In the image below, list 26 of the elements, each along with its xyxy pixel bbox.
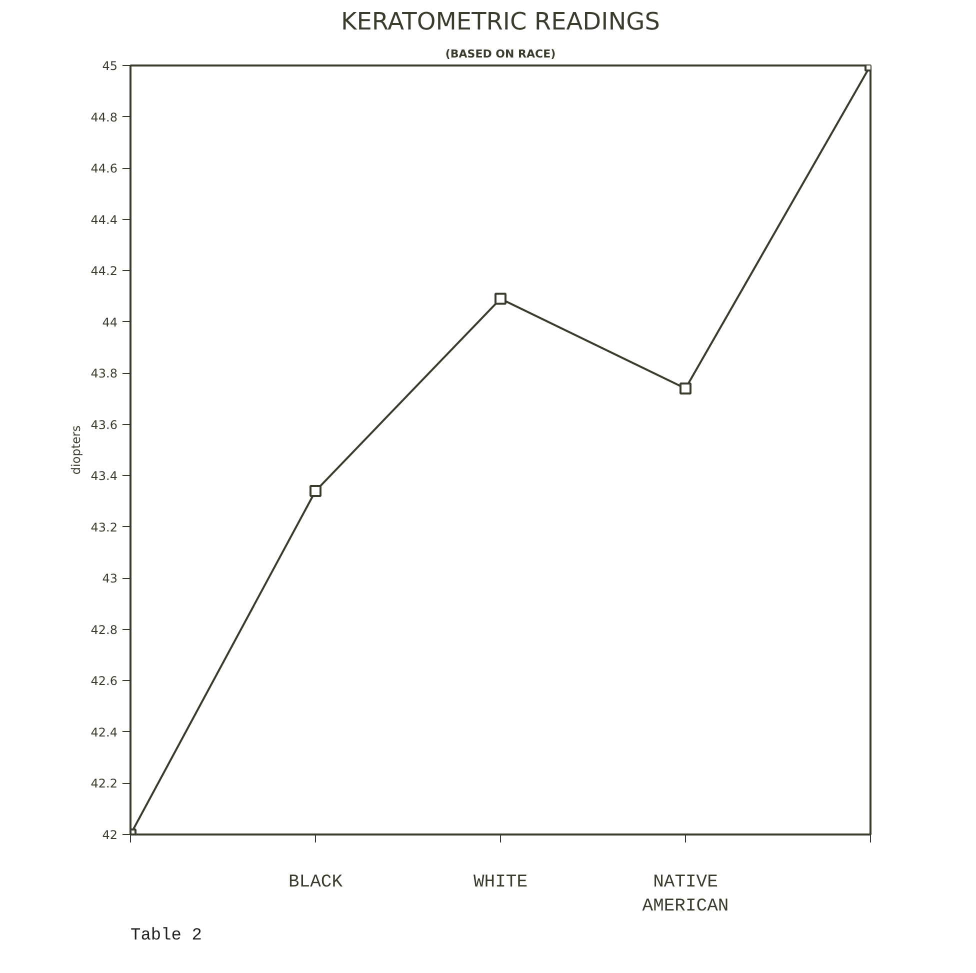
y-tick-label: 43.8	[90, 366, 118, 381]
chart-title: KERATOMETRIC READINGS	[341, 8, 660, 36]
y-tick-label: 44.6	[90, 162, 118, 176]
chart-subtitle: (BASED ON RACE)	[445, 48, 556, 60]
y-tick-label: 44	[102, 315, 118, 330]
y-tick-label: 43.6	[90, 418, 118, 432]
y-tick-label: 42.2	[90, 776, 118, 791]
y-axis-title: diopters	[68, 425, 83, 475]
x-tick-label: BLACK	[288, 872, 343, 892]
point	[494, 292, 506, 305]
y-tick-label: 43.2	[90, 520, 118, 534]
point	[680, 382, 692, 394]
x-tick-label: NATIVE AMERICAN	[642, 872, 729, 916]
y-tick-label: 43	[102, 572, 118, 586]
x-tick-label: WHITE	[473, 872, 528, 892]
y-tick-label: 42.4	[90, 725, 118, 740]
y-tick-label: 45	[102, 59, 118, 73]
y-tick-label: 44.8	[90, 110, 118, 124]
y-tick-label: 44.2	[90, 264, 118, 278]
y-tick-label: 42	[102, 828, 118, 842]
y-tick-label: 42.8	[90, 622, 118, 637]
y-tick-label: 44.4	[90, 212, 118, 227]
point	[310, 485, 322, 498]
y-tick-label: 42.6	[90, 674, 118, 688]
y-tick-label: 43.4	[90, 469, 118, 484]
caption: Table 2	[130, 926, 202, 946]
